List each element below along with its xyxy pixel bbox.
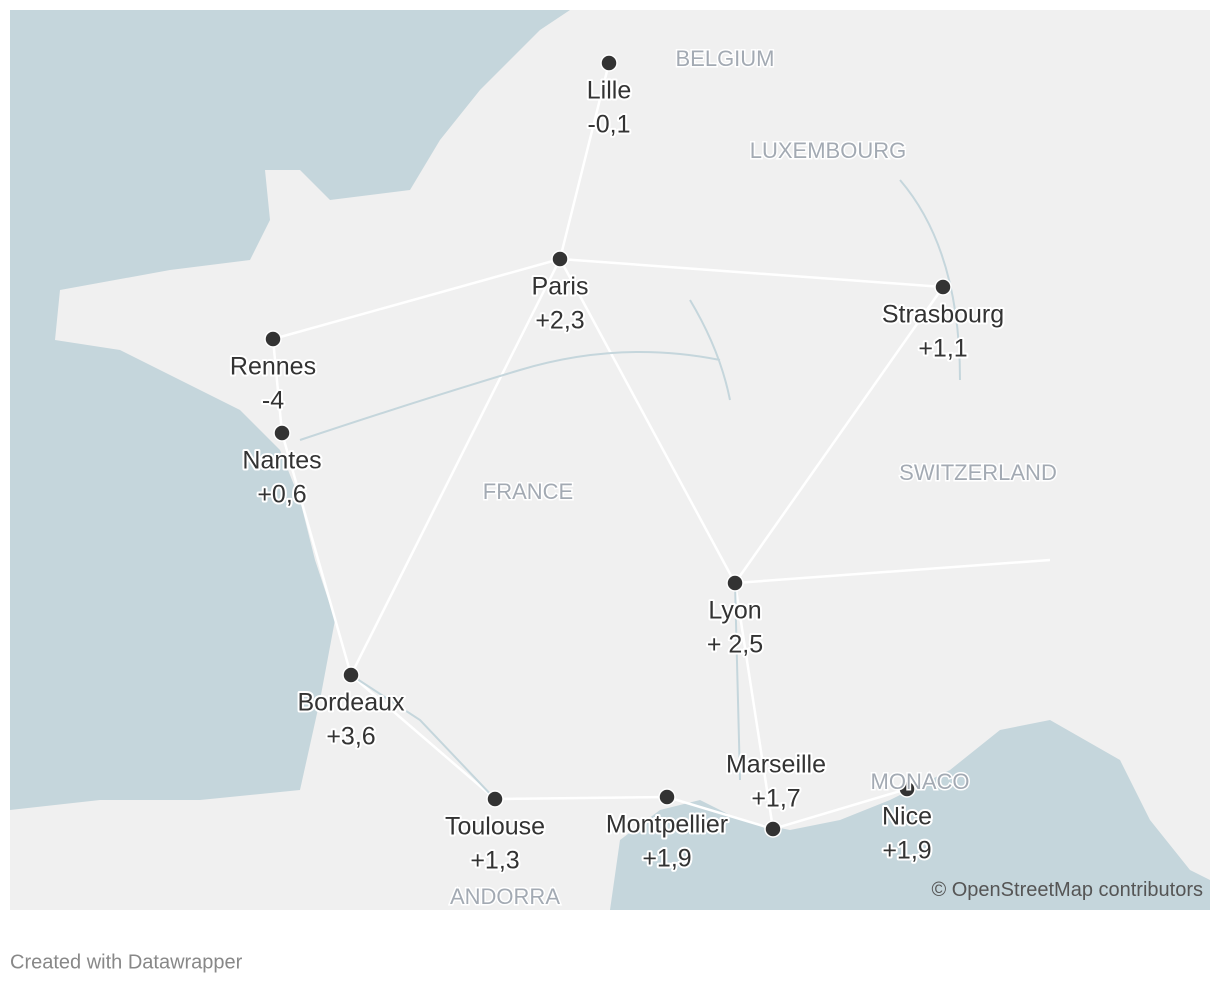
city-marker xyxy=(764,820,782,838)
city-marker xyxy=(600,54,618,72)
city-value: + 2,5 xyxy=(707,631,763,659)
city-marker xyxy=(726,574,744,592)
city-marker xyxy=(342,666,360,684)
atlantic-sea xyxy=(10,10,570,810)
city-value: +1,7 xyxy=(751,785,800,813)
mediterranean-sea xyxy=(610,720,1210,910)
city-name: Nice xyxy=(882,803,932,831)
city-value: +0,6 xyxy=(257,481,306,509)
city-marker xyxy=(486,790,504,808)
city-marker xyxy=(658,788,676,806)
city-name: Marseille xyxy=(726,751,826,779)
city-name: Lille xyxy=(587,77,631,105)
city-value: -0,1 xyxy=(587,111,630,139)
city-marker xyxy=(551,250,569,268)
city-marker xyxy=(273,424,291,442)
country-label: ANDORRA xyxy=(450,884,560,909)
country-label: LUXEMBOURG xyxy=(750,138,906,163)
country-label: BELGIUM xyxy=(675,46,774,71)
city-name: Montpellier xyxy=(606,811,728,839)
city-value: -4 xyxy=(262,387,284,415)
city-value: +3,6 xyxy=(326,723,375,751)
city-marker xyxy=(264,330,282,348)
country-label: SWITZERLAND xyxy=(899,460,1057,485)
city-name: Rennes xyxy=(230,353,316,381)
city-value: +1,1 xyxy=(918,335,967,363)
country-label: FRANCE xyxy=(483,479,573,504)
city-name: Nantes xyxy=(242,447,321,475)
city-name: Strasbourg xyxy=(882,301,1004,329)
city-name: Paris xyxy=(532,273,589,301)
country-label: MONACO xyxy=(871,769,970,794)
city-marker xyxy=(934,278,952,296)
roads xyxy=(271,62,1051,831)
city-name: Toulouse xyxy=(445,813,545,841)
city-name: Lyon xyxy=(708,597,761,625)
city-value: +2,3 xyxy=(535,307,584,335)
footer-credit: Created with Datawrapper xyxy=(10,951,243,973)
city-marker xyxy=(898,780,916,798)
city-value: +1,3 xyxy=(470,847,519,875)
city-name: Bordeaux xyxy=(297,689,405,717)
attribution: © OpenStreetMap contributors xyxy=(931,879,1203,901)
city-value: +1,9 xyxy=(882,837,931,865)
city-value: +1,9 xyxy=(642,845,691,873)
